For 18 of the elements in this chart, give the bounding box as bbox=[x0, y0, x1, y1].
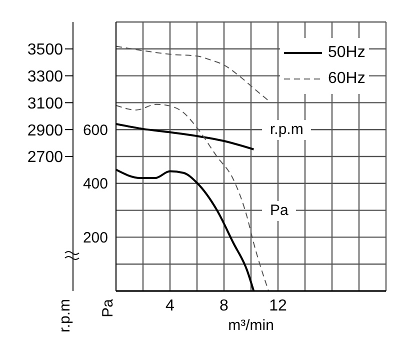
y-tick-label: 400 bbox=[82, 176, 108, 193]
y2-tick-label: 3300 bbox=[27, 68, 64, 86]
y2-tick-label: 2900 bbox=[27, 122, 64, 140]
x-tick-label: 12 bbox=[269, 297, 287, 314]
legend-label: 50Hz bbox=[328, 44, 366, 62]
y-tick-label: 200 bbox=[82, 230, 108, 247]
y2-tick-label: 3100 bbox=[27, 95, 64, 112]
annotation: Pa bbox=[262, 201, 296, 221]
x-axis-title: m³/min bbox=[228, 317, 274, 334]
y2-axis-title: r.p.m bbox=[56, 299, 74, 332]
y2-tick-label: 2700 bbox=[27, 149, 64, 166]
annotation: r.p.m bbox=[262, 120, 312, 140]
y-axis-title: Pa bbox=[100, 298, 116, 318]
x-tick-label: 4 bbox=[166, 297, 175, 314]
x-tick-label: 8 bbox=[220, 297, 229, 314]
y-tick-label: 600 bbox=[82, 122, 108, 139]
y2-tick-label: 3500 bbox=[27, 42, 64, 59]
legend-label: 60Hz bbox=[328, 70, 366, 88]
